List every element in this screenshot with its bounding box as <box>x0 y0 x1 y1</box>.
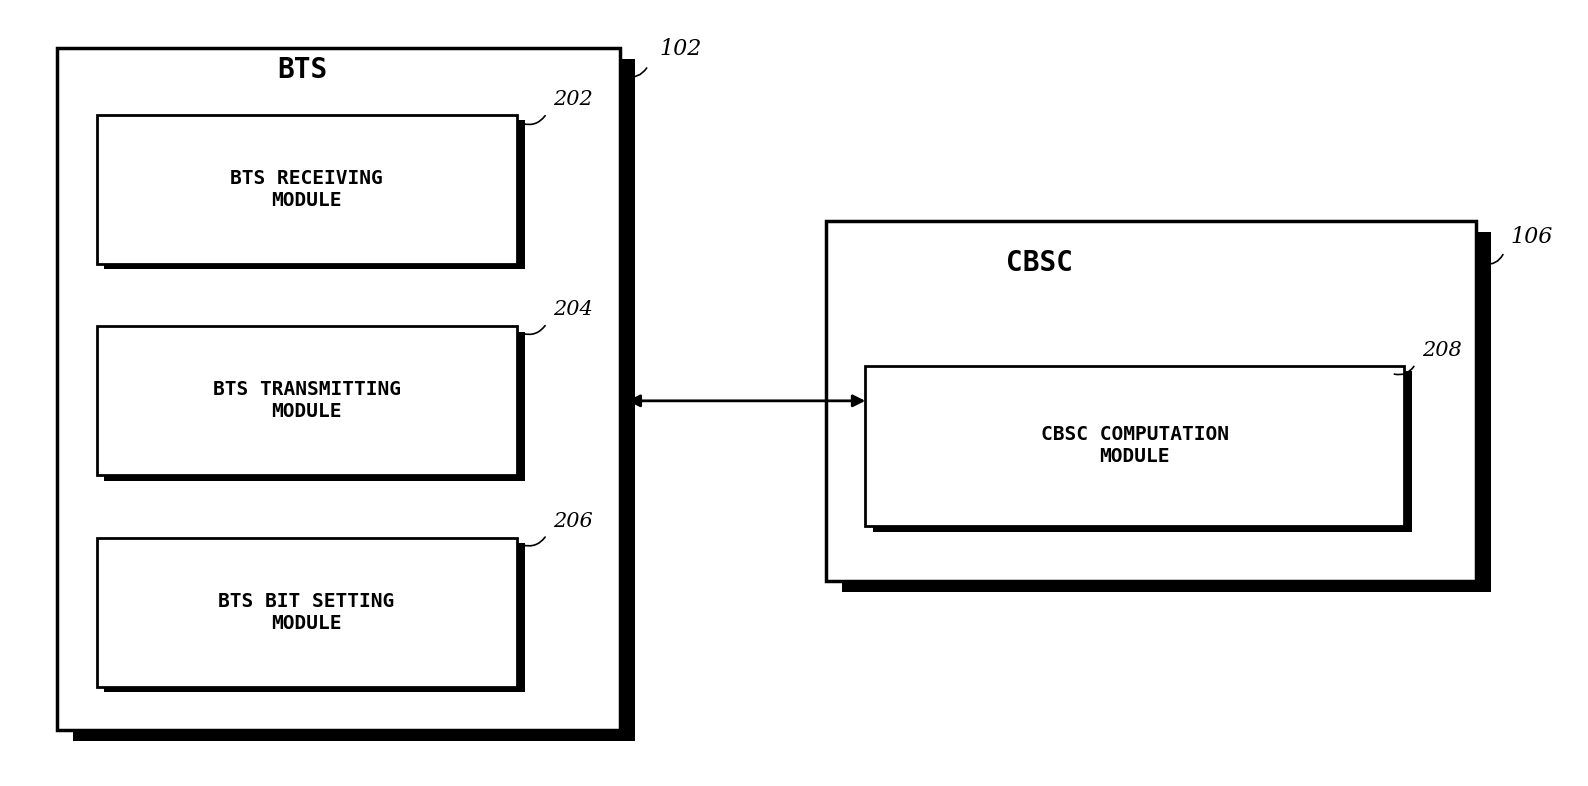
Text: BTS BIT SETTING
MODULE: BTS BIT SETTING MODULE <box>219 592 395 633</box>
Text: BTS TRANSMITTING
MODULE: BTS TRANSMITTING MODULE <box>213 380 400 421</box>
Bar <box>105 120 524 270</box>
Text: 102: 102 <box>659 39 702 61</box>
Text: 106: 106 <box>1510 226 1553 248</box>
Bar <box>842 232 1491 592</box>
Text: BTS RECEIVING
MODULE: BTS RECEIVING MODULE <box>230 169 383 210</box>
Text: 206: 206 <box>553 512 592 531</box>
Bar <box>97 326 516 476</box>
Bar <box>97 115 516 264</box>
Bar <box>826 221 1475 581</box>
Text: 208: 208 <box>1421 341 1461 360</box>
Bar <box>105 332 524 481</box>
Bar <box>873 371 1412 531</box>
Bar <box>57 49 619 729</box>
Bar <box>865 365 1404 526</box>
Bar <box>73 60 635 740</box>
Bar <box>105 543 524 692</box>
Text: CBSC: CBSC <box>1007 249 1073 277</box>
Text: 202: 202 <box>553 90 592 109</box>
Text: 204: 204 <box>553 300 592 319</box>
Text: CBSC COMPUTATION
MODULE: CBSC COMPUTATION MODULE <box>1040 425 1229 466</box>
Bar <box>97 538 516 687</box>
Text: BTS: BTS <box>278 56 327 83</box>
